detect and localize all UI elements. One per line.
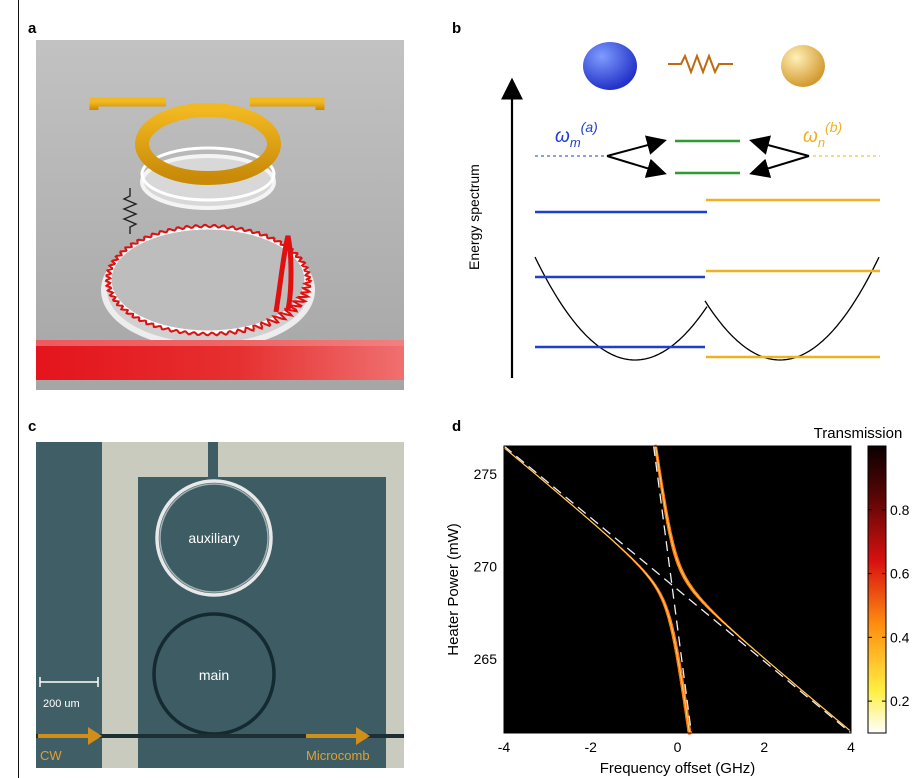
soliton-pulse bbox=[273, 235, 294, 313]
heater-lead bbox=[208, 442, 218, 480]
heater-leads bbox=[89, 97, 325, 110]
coupling-spring-icon bbox=[668, 53, 733, 75]
energy-axis-label: Energy spectrum bbox=[466, 164, 482, 270]
left-divider-line bbox=[18, 0, 19, 778]
arrow-b-up bbox=[749, 135, 810, 157]
potential-a-curve bbox=[534, 256, 708, 361]
x-tick-label: 4 bbox=[847, 739, 855, 755]
panel-label-b: b bbox=[452, 20, 462, 37]
y-axis-label: Heater Power (mW) bbox=[445, 523, 462, 656]
dashed-line-1 bbox=[503, 445, 852, 734]
colorbar-tick-label: 0.2 bbox=[890, 693, 910, 709]
bus-waveguide-c bbox=[36, 734, 404, 738]
microcomb-label: Microcomb bbox=[306, 748, 370, 763]
colorbar-tick-label: 0.8 bbox=[890, 502, 910, 518]
main-label: main bbox=[199, 667, 229, 683]
spring-icon bbox=[122, 188, 138, 234]
colorbar-ticks: 0.2 0.4 0.6 0.8 bbox=[868, 502, 910, 709]
auxiliary-ring bbox=[155, 479, 273, 597]
y-tick-label: 275 bbox=[474, 466, 498, 482]
arrow-b-down bbox=[749, 155, 810, 178]
cw-arrow-icon bbox=[38, 727, 102, 745]
potential-b-curve bbox=[704, 256, 880, 361]
upper-ring-top bbox=[140, 146, 276, 202]
transmission-traces bbox=[503, 444, 850, 735]
panel-label-c: c bbox=[28, 418, 37, 435]
panel-c-micrograph: auxiliary main 200 um CW Microcomb bbox=[36, 442, 404, 768]
upper-branch-core bbox=[655, 445, 850, 731]
auxiliary-label: auxiliary bbox=[188, 530, 239, 546]
bus-waveguide bbox=[36, 340, 404, 380]
left-slab bbox=[36, 442, 102, 768]
heater-ring bbox=[135, 103, 281, 185]
y-tick-label: 270 bbox=[474, 558, 498, 574]
x-tick-label: -2 bbox=[585, 739, 598, 755]
uncoupled-dashed-lines bbox=[503, 445, 852, 734]
cw-label: CW bbox=[40, 748, 62, 763]
x-tick-label: -4 bbox=[498, 739, 511, 755]
optical-field-wave bbox=[104, 223, 313, 337]
panel-label-a: a bbox=[28, 20, 37, 37]
panel-label-d: d bbox=[452, 418, 462, 435]
colorbar-tick-label: 0.4 bbox=[890, 629, 910, 645]
device-area bbox=[138, 477, 386, 768]
mode-a-sphere bbox=[583, 42, 637, 90]
microcomb-arrow-icon bbox=[306, 727, 370, 745]
mode-b-frequency-label: ωn(b) bbox=[803, 119, 842, 150]
mode-a-frequency-label: ωm(a) bbox=[555, 119, 598, 150]
arrow-a-up bbox=[606, 135, 667, 157]
colorbar-title: Transmission bbox=[814, 425, 903, 442]
scale-bar-label: 200 um bbox=[43, 698, 80, 710]
x-axis-label: Frequency offset (GHz) bbox=[600, 760, 756, 777]
panel-b-diagram: Energy spectrum ωm(a) ωn(b) bbox=[466, 42, 880, 378]
lower-branch-core bbox=[505, 448, 690, 734]
panel-a-render bbox=[36, 40, 404, 390]
x-tick-label: 0 bbox=[674, 739, 682, 755]
arrow-a-down bbox=[606, 155, 667, 178]
mode-b-sphere bbox=[781, 45, 825, 87]
dashed-line-2 bbox=[652, 445, 693, 734]
x-tick-label: 2 bbox=[760, 739, 768, 755]
colorbar bbox=[867, 445, 887, 734]
axis-ticks: -4 -2 0 2 4 265 270 275 bbox=[474, 466, 855, 755]
colorbar-tick-label: 0.6 bbox=[890, 566, 910, 582]
y-tick-label: 265 bbox=[474, 651, 498, 667]
